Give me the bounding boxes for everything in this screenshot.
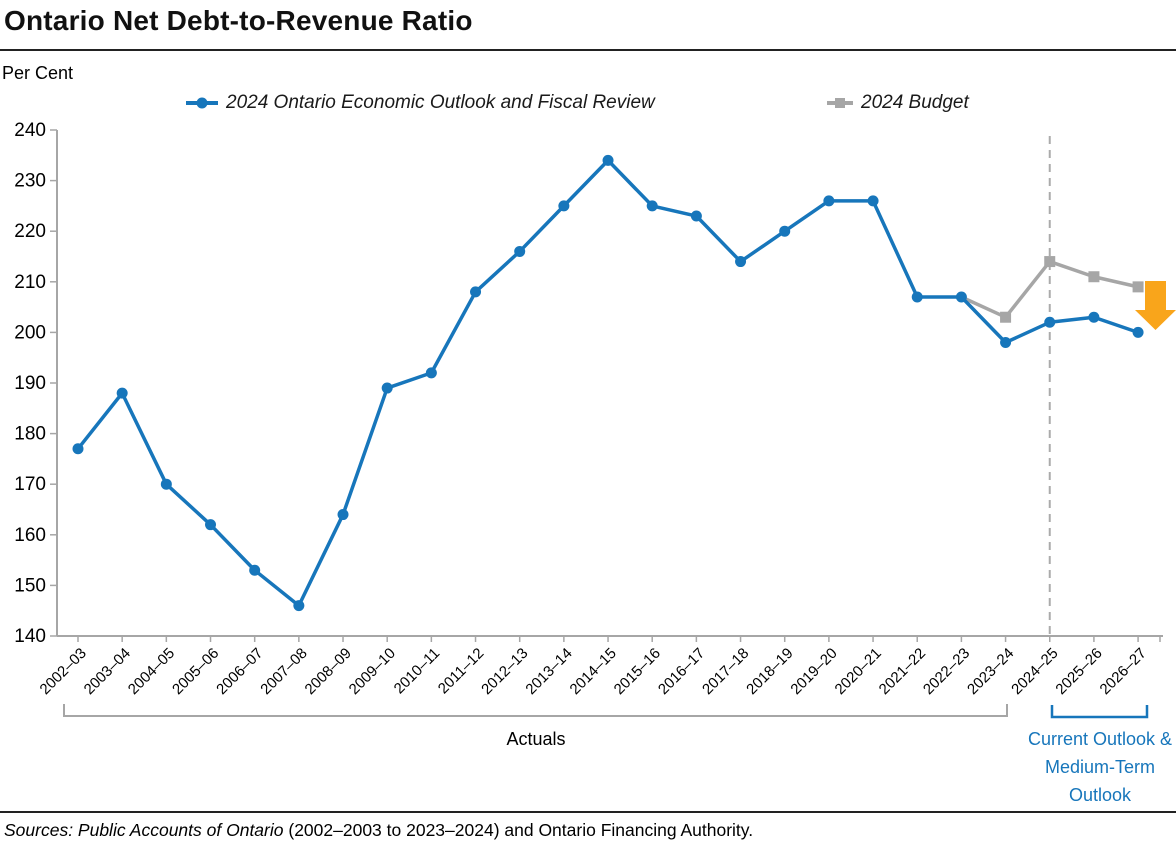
- y-axis-unit-label: Per Cent: [2, 63, 74, 83]
- x-tick-label: 2002–03: [37, 645, 90, 698]
- data-point-marker: [160, 478, 172, 490]
- x-tick-label: 2015–16: [611, 645, 664, 698]
- data-point-marker: [911, 291, 923, 303]
- data-point-marker: [72, 443, 84, 455]
- data-point-marker: [1132, 281, 1144, 293]
- y-tick-label: 180: [14, 424, 46, 445]
- data-point-marker: [381, 382, 393, 394]
- data-point-marker: [1132, 326, 1144, 338]
- actuals-bracket: [63, 704, 1008, 717]
- x-tick-label: 2005–06: [169, 645, 222, 698]
- x-tick-label: 2004–05: [125, 645, 178, 698]
- chart-svg: 140 150 160 170 180 190 200 210 220 230 240 2002–03…: [14, 120, 1176, 719]
- x-tick-label: 2012–13: [478, 645, 531, 698]
- x-tick-label: 2003–04: [81, 645, 134, 698]
- data-point-marker: [1000, 337, 1012, 349]
- y-tick-label: 160: [14, 525, 46, 546]
- title-divider: [0, 49, 1176, 51]
- legend-label-fiscal-review: 2024 Ontario Economic Outlook and Fiscal…: [226, 92, 655, 113]
- line-square-marker-icon: [827, 98, 853, 108]
- data-point-marker: [293, 600, 305, 612]
- footer-divider: [0, 811, 1176, 813]
- x-tick-label: 2023–24: [964, 645, 1017, 698]
- y-tick-label: 210: [14, 272, 46, 293]
- data-point-marker: [249, 564, 261, 576]
- x-tick-label: 2006–07: [213, 645, 266, 698]
- data-point-marker: [558, 200, 570, 212]
- legend-item-budget: 2024 Budget: [826, 92, 969, 114]
- data-point-marker: [690, 210, 702, 222]
- x-tick-label: 2020–21: [832, 645, 885, 698]
- outlook-label-line-2: Medium-Term: [1044, 757, 1155, 777]
- x-tick-label: 2009–10: [346, 645, 399, 698]
- data-point-marker: [735, 256, 747, 268]
- y-tick-label: 230: [14, 171, 46, 192]
- data-point-marker: [470, 286, 482, 298]
- x-tick-label: 2008–09: [302, 645, 355, 698]
- y-tick-label: 240: [14, 120, 46, 141]
- actuals-bracket-label: Actuals: [506, 729, 566, 749]
- x-tick-label: 2024–25: [1008, 645, 1061, 698]
- y-tick-label: 150: [14, 575, 46, 596]
- line-circle-marker-icon: [186, 97, 218, 109]
- data-point-marker: [1088, 311, 1100, 323]
- x-tick-label: 2013–14: [522, 645, 575, 698]
- y-tick-label: 190: [14, 373, 46, 394]
- x-tick-label: 2021–22: [876, 645, 929, 698]
- x-tick-label: 2010–11: [391, 645, 444, 698]
- sources-note: Sources: Public Accounts of Ontario (200…: [4, 820, 753, 841]
- data-point-marker: [646, 200, 658, 212]
- data-point-marker: [867, 195, 879, 207]
- y-tick-label: 140: [14, 626, 46, 647]
- data-point-marker: [205, 519, 217, 531]
- data-point-marker: [955, 291, 967, 303]
- outlook-bracket: [1050, 705, 1149, 719]
- x-tick-label: 2014–15: [567, 645, 620, 698]
- x-tick-label: 2007–08: [257, 645, 310, 698]
- data-point-marker: [425, 367, 437, 379]
- y-tick-label: 220: [14, 221, 46, 242]
- x-tick-label: 2022–23: [920, 645, 973, 698]
- x-tick-label: 2017–18: [699, 645, 752, 698]
- data-point-marker: [116, 387, 128, 399]
- data-point-marker: [602, 154, 614, 166]
- y-tick-label: 200: [14, 322, 46, 343]
- x-tick-label: 2019–20: [787, 645, 840, 698]
- x-tick-label: 2025–26: [1052, 645, 1105, 698]
- data-point-marker: [823, 195, 835, 207]
- down-arrow-icon: [1135, 281, 1176, 330]
- sources-note-italic: Sources: Public Accounts of Ontario: [4, 820, 284, 840]
- data-point-marker: [1000, 311, 1012, 323]
- y-tick-label: 170: [14, 474, 46, 495]
- data-point-marker: [1044, 316, 1056, 328]
- sources-note-rest: (2002–2003 to 2023–2024) and Ontario Fin…: [283, 820, 754, 840]
- chart-title: Ontario Net Debt-to-Revenue Ratio: [4, 5, 473, 36]
- series-line-0: [76, 158, 1139, 608]
- x-tick-label: 2018–19: [743, 645, 796, 698]
- data-point-marker: [337, 509, 349, 521]
- outlook-label-line-1: Current Outlook &: [1027, 729, 1173, 749]
- data-point-marker: [1088, 271, 1100, 283]
- x-tick-label: 2011–12: [435, 645, 488, 698]
- x-tick-label: 2016–17: [655, 645, 708, 698]
- x-tick-label: 2026–27: [1097, 645, 1150, 698]
- outlook-label-line-3: Outlook: [1068, 785, 1132, 805]
- data-point-marker: [514, 245, 526, 257]
- legend-item-fiscal-review: 2024 Ontario Economic Outlook and Fiscal…: [185, 92, 655, 114]
- data-point-marker: [779, 225, 791, 237]
- outlook-bracket-label: Current Outlook & Medium-Term Outlook: [1010, 725, 1176, 809]
- data-point-marker: [1044, 256, 1056, 268]
- legend-label-budget: 2024 Budget: [861, 92, 969, 113]
